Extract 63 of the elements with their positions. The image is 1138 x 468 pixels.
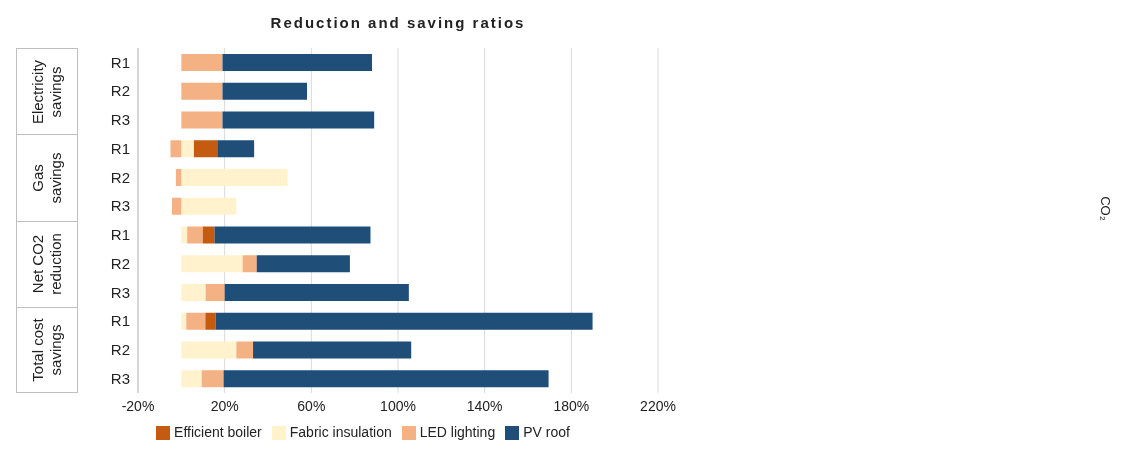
bar [187, 226, 203, 244]
bar [181, 197, 237, 215]
bar [172, 197, 182, 215]
bar [223, 370, 549, 388]
bar [181, 226, 188, 244]
bar [181, 111, 223, 129]
legend-label: Efficient boiler [174, 424, 262, 440]
x-tick-label: 60% [297, 397, 326, 414]
bar [181, 82, 223, 100]
y-tick-label: R1 [110, 139, 130, 157]
x-tick-label: -20% [121, 397, 155, 414]
x-tick-label: 100% [380, 397, 416, 414]
bar [181, 169, 288, 186]
y-tick-label: R2 [110, 82, 130, 100]
x-tick-label: 20% [210, 397, 239, 414]
bar [181, 284, 206, 301]
bar [181, 341, 237, 359]
y-tick-label: R2 [110, 254, 130, 272]
bar [253, 341, 412, 359]
bar [193, 140, 218, 158]
text: Electricity savings [29, 58, 65, 126]
y-tick-label: R2 [110, 168, 130, 186]
bar [214, 226, 371, 244]
bar [201, 370, 224, 388]
bar [222, 82, 307, 100]
y-tick-label: R1 [110, 53, 130, 71]
text: Total cost savings [29, 317, 65, 384]
y-tick-label: R2 [110, 341, 130, 359]
bar [170, 140, 182, 158]
bar [205, 312, 216, 330]
bar [256, 255, 350, 273]
bar [222, 54, 372, 71]
bar [205, 284, 225, 301]
legend-label: Fabric insulation [289, 424, 392, 440]
chart-title: Reduction and saving ratios [269, 14, 527, 31]
bar [242, 255, 257, 273]
bar [236, 341, 254, 359]
y-tick-label: R3 [110, 111, 130, 129]
bar [181, 140, 194, 158]
text: Net CO2 reduction [29, 232, 65, 297]
x-tick-label: 180% [553, 397, 590, 414]
text: CO₂ [1098, 195, 1114, 221]
bar [181, 370, 202, 388]
bar [222, 111, 375, 129]
bar [175, 169, 182, 186]
bar [215, 312, 593, 330]
x-tick-label: 140% [466, 397, 503, 414]
y-tick-label: R1 [110, 226, 130, 244]
y-tick-label: R1 [110, 312, 130, 330]
legend-label: PV roof [523, 424, 570, 440]
y-tick-label: R3 [110, 283, 130, 301]
bar [181, 312, 187, 330]
bar [181, 54, 223, 71]
bar [224, 284, 409, 301]
text: Gas savings [29, 151, 65, 206]
y-tick-label: R3 [110, 197, 130, 215]
x-tick-label: 220% [640, 397, 676, 414]
bar [202, 226, 215, 244]
y-tick-label: R3 [110, 369, 130, 387]
legend-label: LED lighting [419, 424, 496, 440]
bar [217, 140, 255, 158]
bar [186, 312, 206, 330]
bar [181, 255, 243, 273]
